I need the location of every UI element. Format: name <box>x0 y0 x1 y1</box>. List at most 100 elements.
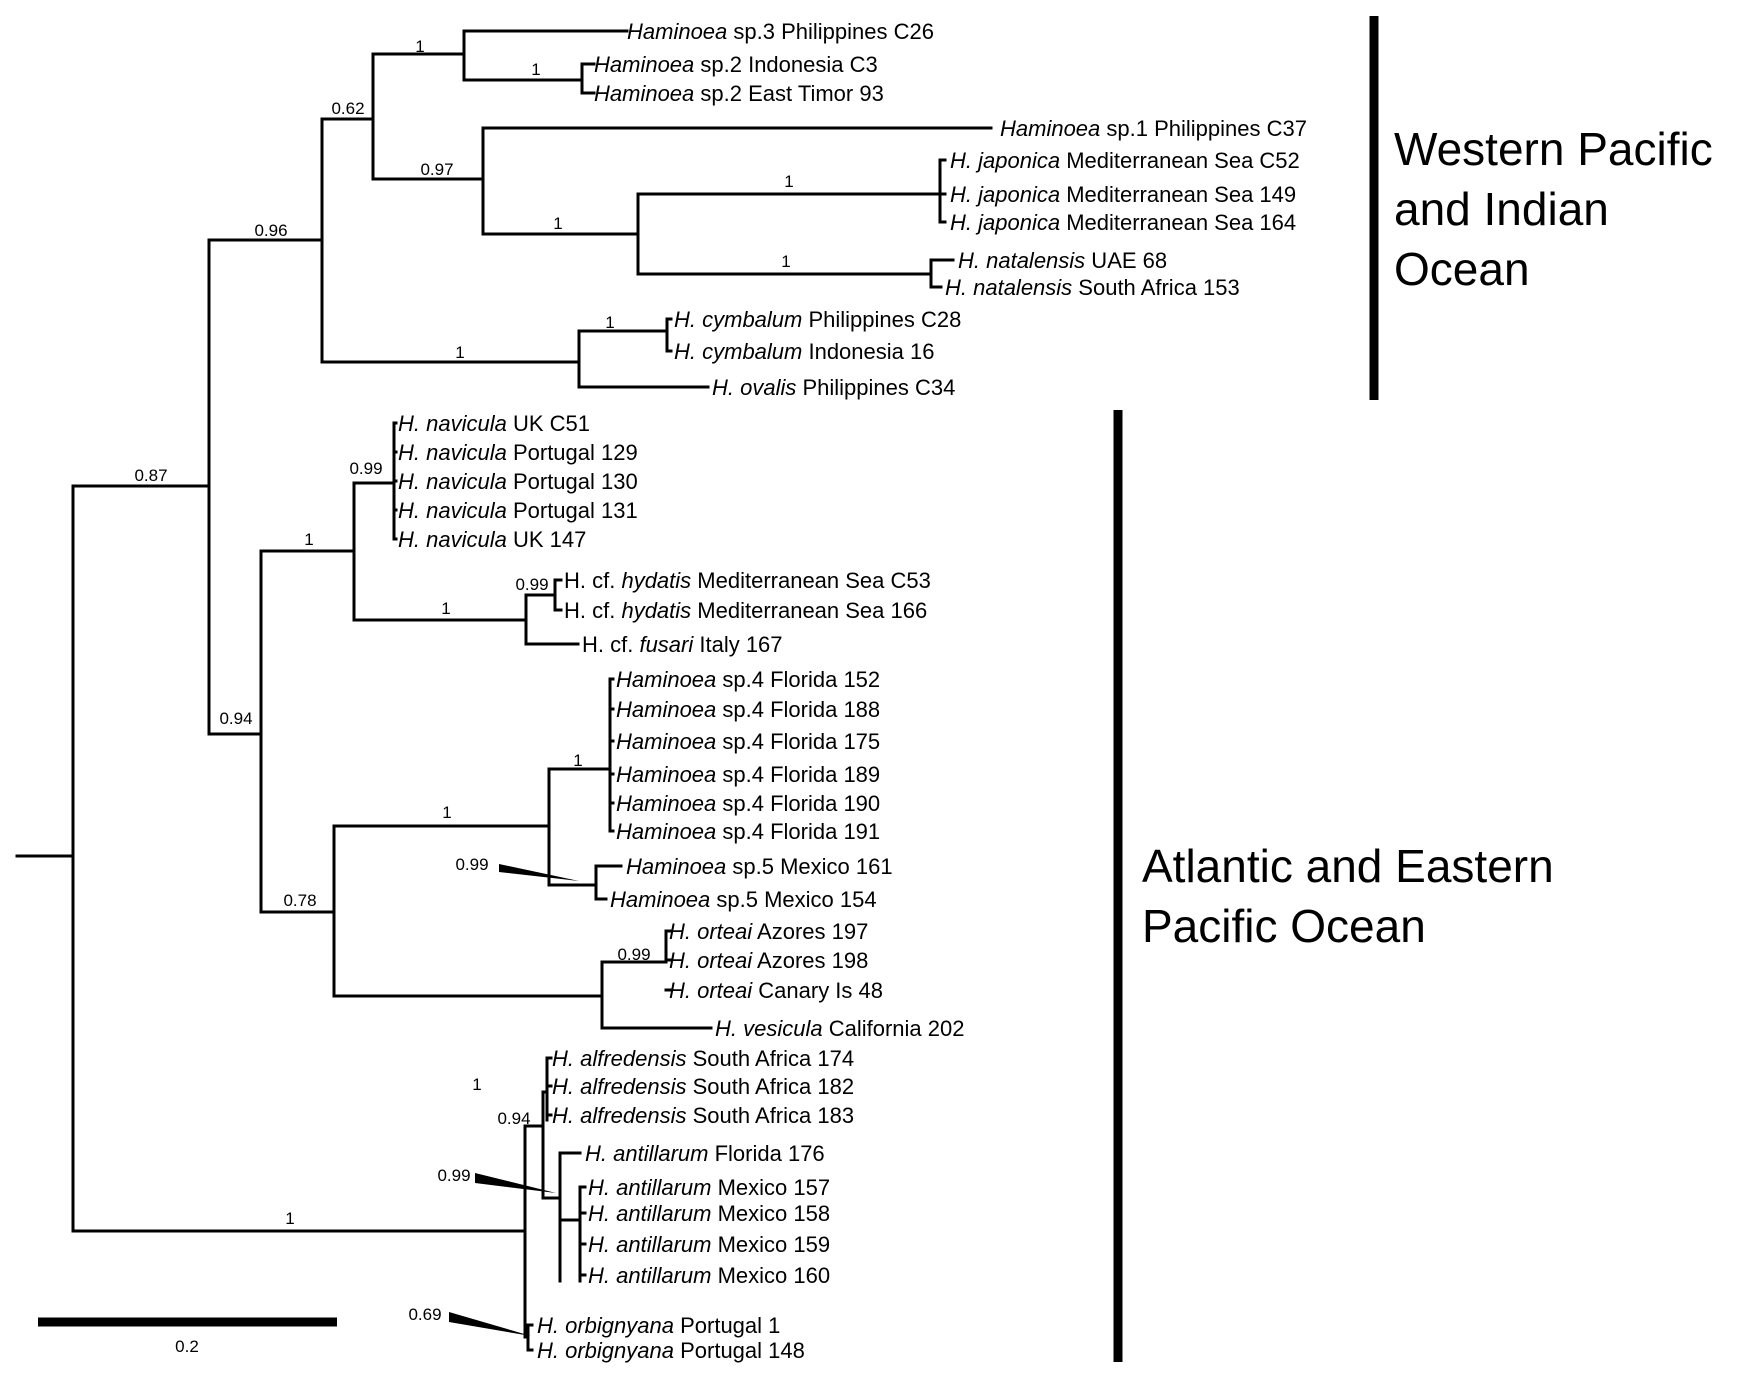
support-value-s13: 1 <box>304 530 313 549</box>
scale-bar-label: 0.2 <box>175 1337 199 1356</box>
tip-genus: H. antillarum <box>585 1141 708 1166</box>
tip-label-t12: H. ovalis Philippines C34 <box>712 375 955 400</box>
support-value-s6: 1 <box>553 214 562 233</box>
tip-locality: South Africa 153 <box>1072 275 1240 300</box>
tip-locality: sp.4 Florida 188 <box>716 697 880 722</box>
tip-label-t10: H. cymbalum Philippines C28 <box>674 307 961 332</box>
tip-locality: Azores 198 <box>752 948 868 973</box>
tip-label-t24: Haminoea sp.4 Florida 189 <box>616 762 880 787</box>
support-value-s26: 0.69 <box>408 1305 441 1324</box>
tip-locality: Mexico 158 <box>711 1201 830 1226</box>
tip-locality: Mexico 160 <box>711 1263 830 1288</box>
tip-genus: Haminoea <box>616 762 716 787</box>
tip-genus: hydatis <box>621 568 691 593</box>
tip-locality: sp.4 Florida 191 <box>716 819 880 844</box>
tip-label-t27: Haminoea sp.5 Mexico 161 <box>626 854 893 879</box>
tip-genus: H. vesicula <box>715 1016 823 1041</box>
tip-genus: H. antillarum <box>588 1232 711 1257</box>
tip-label-t23: Haminoea sp.4 Florida 175 <box>616 729 880 754</box>
support-value-s16: 0.94 <box>219 709 252 728</box>
support-value-s20: 0.78 <box>283 891 316 910</box>
support-value-s7: 1 <box>781 252 790 271</box>
tip-label-t38: H. antillarum Mexico 158 <box>588 1201 830 1226</box>
tip-label-t8: H. natalensis UAE 68 <box>958 248 1167 273</box>
tip-locality: Portugal 130 <box>507 469 638 494</box>
support-value-s18: 1 <box>442 803 451 822</box>
tip-genus: H. natalensis <box>945 275 1072 300</box>
tip-label-t20: H. cf. fusari Italy 167 <box>582 632 783 657</box>
tip-genus: Haminoea <box>610 887 710 912</box>
tip-label-t26: Haminoea sp.4 Florida 191 <box>616 819 880 844</box>
pointer-wedge-0.99-a <box>499 864 579 881</box>
tip-label-t29: H. orteai Azores 197 <box>669 919 868 944</box>
tip-genus: H. orteai <box>669 978 753 1003</box>
tip-genus: H. navicula <box>398 440 507 465</box>
pointer-wedges <box>449 864 579 1336</box>
tip-label-t16: H. navicula Portugal 131 <box>398 498 638 523</box>
tip-locality: sp.2 East Timor 93 <box>694 81 884 106</box>
tip-prefix: H. cf. <box>564 568 621 593</box>
tip-genus: H. alfredensis <box>552 1103 687 1128</box>
tip-label-t22: Haminoea sp.4 Florida 188 <box>616 697 880 722</box>
support-value-s15: 1 <box>441 599 450 618</box>
tip-locality: Portugal 148 <box>674 1338 805 1363</box>
tip-genus: H. navicula <box>398 469 507 494</box>
tip-genus: Haminoea <box>616 697 716 722</box>
tip-label-t41: H. orbignyana Portugal 1 <box>537 1313 780 1338</box>
region-label-r2: Atlantic and Eastern <box>1142 840 1554 892</box>
tip-label-t11: H. cymbalum Indonesia 16 <box>674 339 934 364</box>
support-value-s9: 1 <box>605 313 614 332</box>
tip-locality: sp.4 Florida 189 <box>716 762 880 787</box>
tip-locality: Mexico 159 <box>711 1232 830 1257</box>
tip-locality: Mediterranean Sea C53 <box>691 568 931 593</box>
tip-genus: H. japonica <box>950 210 1060 235</box>
tip-genus: H. navicula <box>398 527 507 552</box>
tip-genus: H. natalensis <box>958 248 1085 273</box>
tip-label-t4: Haminoea sp.1 Philippines C37 <box>1000 116 1307 141</box>
tip-genus: H. orbignyana <box>537 1338 674 1363</box>
tip-genus: H. navicula <box>398 411 507 436</box>
tip-genus: H. ovalis <box>712 375 796 400</box>
tip-prefix: H. cf. <box>582 632 639 657</box>
tip-genus: Haminoea <box>1000 116 1100 141</box>
support-value-s24: 0.99 <box>437 1166 470 1185</box>
tip-genus: H. orteai <box>669 948 753 973</box>
support-value-s19: 0.99 <box>455 855 488 874</box>
tree-branches <box>15 29 993 1352</box>
tip-genus: Haminoea <box>616 729 716 754</box>
tip-locality: California 202 <box>823 1016 965 1041</box>
tip-locality: Florida 176 <box>708 1141 824 1166</box>
support-value-s8: 0.96 <box>254 221 287 240</box>
tip-label-t5: H. japonica Mediterranean Sea C52 <box>950 148 1300 173</box>
tip-locality: Portugal 131 <box>507 498 638 523</box>
scale-bar: 0.2 <box>38 1317 337 1356</box>
tip-genus: H. alfredensis <box>552 1046 687 1071</box>
tip-label-t39: H. antillarum Mexico 159 <box>588 1232 830 1257</box>
tip-label-t34: H. alfredensis South Africa 182 <box>552 1074 854 1099</box>
tip-genus: H. cymbalum <box>674 339 802 364</box>
tip-genus: H. orteai <box>669 919 753 944</box>
tip-locality: sp.5 Mexico 161 <box>726 854 892 879</box>
tip-label-t25: Haminoea sp.4 Florida 190 <box>616 791 880 816</box>
tip-locality: UAE 68 <box>1085 248 1167 273</box>
tip-label-t40: H. antillarum Mexico 160 <box>588 1263 830 1288</box>
tip-locality: Philippines C28 <box>802 307 961 332</box>
tip-locality: Indonesia 16 <box>802 339 934 364</box>
tip-genus: H. antillarum <box>588 1263 711 1288</box>
support-value-s3: 0.62 <box>331 99 364 118</box>
tip-genus: Haminoea <box>626 854 726 879</box>
support-value-s11: 0.87 <box>134 466 167 485</box>
tip-label-t36: H. antillarum Florida 176 <box>585 1141 825 1166</box>
tip-genus: hydatis <box>621 598 691 623</box>
tip-label-t32: H. vesicula California 202 <box>715 1016 964 1041</box>
tip-label-t18: H. cf. hydatis Mediterranean Sea C53 <box>564 568 931 593</box>
tip-label-t19: H. cf. hydatis Mediterranean Sea 166 <box>564 598 927 623</box>
tip-genus: H. japonica <box>950 148 1060 173</box>
tip-label-t42: H. orbignyana Portugal 148 <box>537 1338 805 1363</box>
tip-label-t15: H. navicula Portugal 130 <box>398 469 638 494</box>
tip-locality: Azores 197 <box>752 919 868 944</box>
tip-locality: Portugal 129 <box>507 440 638 465</box>
tip-locality: South Africa 174 <box>687 1046 855 1071</box>
support-value-s21: 0.99 <box>617 945 650 964</box>
